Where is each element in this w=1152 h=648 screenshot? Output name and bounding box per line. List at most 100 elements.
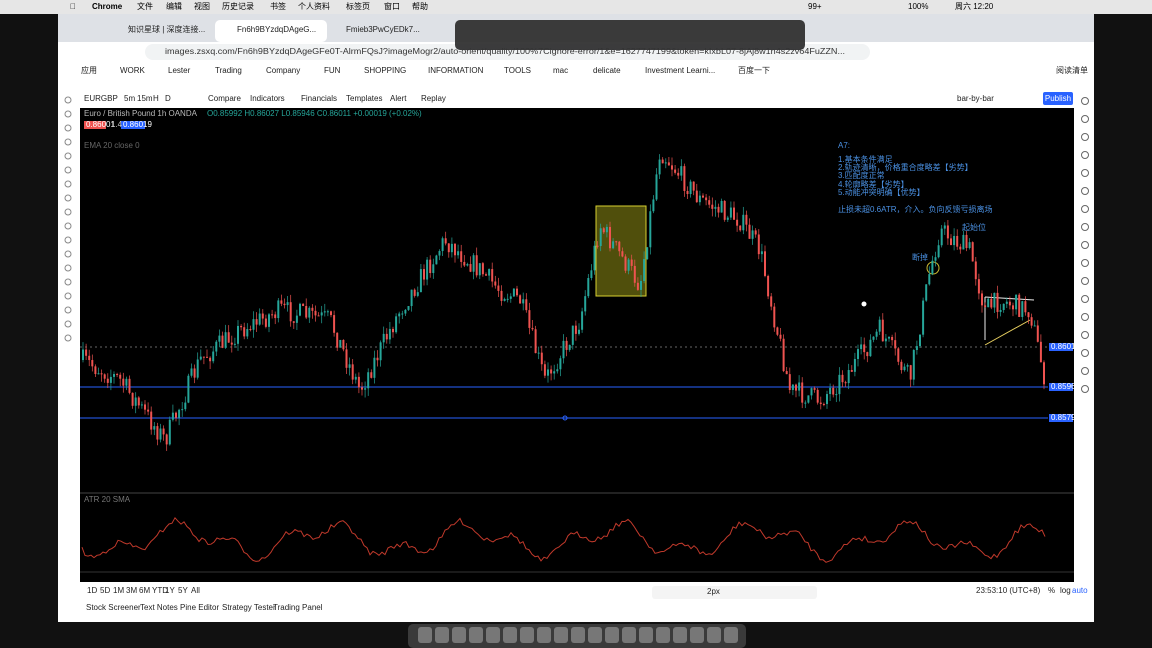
candle-body bbox=[193, 368, 196, 378]
candle-body bbox=[745, 214, 748, 225]
candle-body bbox=[686, 190, 689, 195]
range-button[interactable]: 5Y bbox=[178, 586, 188, 595]
candle-body bbox=[364, 388, 367, 390]
range-button[interactable]: 1D bbox=[87, 586, 97, 595]
candle-body bbox=[835, 394, 838, 396]
candle-body bbox=[587, 278, 590, 297]
candle-body bbox=[779, 334, 782, 339]
panel-tab[interactable]: Stock Screener bbox=[86, 603, 141, 612]
dock-icon bbox=[435, 627, 449, 643]
axis-option: % bbox=[1048, 586, 1055, 595]
active-tab[interactable] bbox=[215, 20, 327, 42]
axis-option: log bbox=[1060, 586, 1071, 595]
candle-body bbox=[782, 338, 785, 372]
candle-body bbox=[748, 224, 751, 239]
candle-body bbox=[946, 225, 949, 239]
side-icon bbox=[1081, 331, 1089, 339]
candle-body bbox=[866, 352, 869, 357]
candle-body bbox=[705, 197, 708, 201]
candle-body bbox=[925, 284, 928, 301]
panel-tab[interactable]: Strategy Tester bbox=[222, 603, 276, 612]
candle-body bbox=[615, 241, 618, 243]
candle-body bbox=[410, 289, 413, 307]
candle-body bbox=[838, 374, 841, 395]
candle-body bbox=[289, 302, 292, 322]
side-icon bbox=[1081, 295, 1089, 303]
candle-body bbox=[832, 387, 835, 395]
candle-body bbox=[875, 331, 878, 337]
toolbar-button: Financials bbox=[301, 94, 337, 103]
range-button[interactable]: All bbox=[191, 586, 200, 595]
candle-body bbox=[416, 292, 419, 296]
candle-body bbox=[398, 313, 401, 317]
bookmark: Trading bbox=[215, 66, 242, 75]
candle-body bbox=[144, 404, 146, 410]
candle-body bbox=[881, 319, 884, 342]
candle-body bbox=[153, 426, 156, 430]
tool-icon bbox=[64, 222, 72, 230]
panel-tab[interactable]: Trading Panel bbox=[273, 603, 323, 612]
line-width: 2px bbox=[707, 587, 720, 596]
range-button[interactable]: 3M bbox=[126, 586, 137, 595]
candle-body bbox=[485, 274, 487, 276]
side-icon bbox=[1081, 277, 1089, 285]
candle-body bbox=[1018, 294, 1021, 317]
candle-body bbox=[100, 373, 103, 375]
candle-body bbox=[677, 172, 680, 176]
range-button[interactable]: 6M bbox=[139, 586, 150, 595]
candle-body bbox=[131, 392, 134, 406]
bookmark: SHOPPING bbox=[364, 66, 406, 75]
tab-title[interactable]: 知识星球 | 深度连接... bbox=[128, 24, 205, 34]
range-button[interactable]: 1M bbox=[113, 586, 124, 595]
candle-body bbox=[689, 181, 692, 195]
candle-body bbox=[959, 246, 962, 250]
candle-body bbox=[764, 251, 766, 276]
tool-icon bbox=[64, 166, 72, 174]
panel-tab[interactable]: Text Notes bbox=[140, 603, 178, 612]
range-button[interactable]: YTD bbox=[152, 586, 168, 595]
tab-title[interactable]: Fmieb3PwCyEDk7... bbox=[346, 25, 420, 34]
line-handle[interactable] bbox=[562, 415, 568, 421]
tab-title[interactable]: Fn6h9BYzdqDAgeG... bbox=[237, 25, 316, 34]
interval: H bbox=[153, 94, 159, 103]
candle-body bbox=[993, 292, 996, 308]
candle-body bbox=[404, 309, 407, 314]
candle-body bbox=[525, 299, 528, 311]
candle-body bbox=[500, 290, 503, 301]
candle-body bbox=[463, 261, 466, 266]
candle-body bbox=[816, 389, 819, 403]
candle-body bbox=[466, 264, 469, 266]
spread: 1.4 bbox=[111, 120, 123, 129]
candle-body bbox=[559, 358, 562, 370]
candle-body bbox=[382, 333, 385, 343]
candle-body bbox=[636, 282, 639, 290]
menu-bar bbox=[0, 0, 1152, 14]
candle-body bbox=[187, 375, 190, 403]
candle-body bbox=[506, 298, 509, 300]
candle-body bbox=[841, 374, 844, 383]
candle-body bbox=[857, 349, 859, 359]
candle-body bbox=[900, 361, 903, 371]
publish-button[interactable] bbox=[1043, 92, 1073, 105]
candle-body bbox=[295, 315, 298, 323]
candle-body bbox=[850, 370, 853, 372]
panel-tab[interactable]: Pine Editor bbox=[180, 603, 219, 612]
candle-body bbox=[937, 245, 940, 258]
range-button[interactable]: 1Y bbox=[165, 586, 175, 595]
bookmark: FUN bbox=[324, 66, 341, 75]
candle-body bbox=[695, 190, 698, 203]
candle-body bbox=[302, 303, 305, 307]
range-button[interactable]: 5D bbox=[100, 586, 110, 595]
candle-body bbox=[664, 162, 667, 164]
candle-body bbox=[934, 257, 937, 261]
candle-body bbox=[215, 341, 218, 352]
candle-body bbox=[165, 434, 168, 445]
candle-body bbox=[330, 311, 332, 316]
candle-body bbox=[481, 263, 484, 275]
candle-body bbox=[333, 315, 336, 333]
price-label-box bbox=[1049, 343, 1073, 351]
candle-body bbox=[878, 319, 881, 332]
candle-body bbox=[292, 321, 295, 323]
candle-body bbox=[1015, 294, 1018, 310]
candle-body bbox=[562, 340, 565, 359]
